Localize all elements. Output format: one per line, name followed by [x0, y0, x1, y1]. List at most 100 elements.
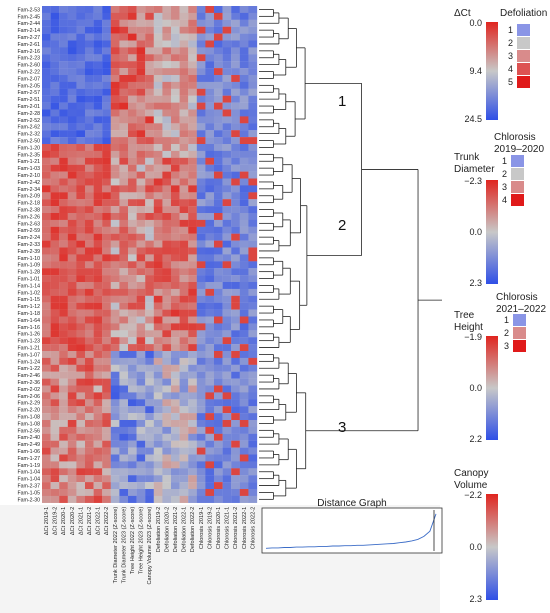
heatmap-cell: [222, 254, 232, 262]
heatmap-cell: [67, 302, 77, 310]
heatmap-cell: [50, 240, 60, 248]
heatmap-cell: [93, 288, 103, 296]
heatmap-cell: [67, 26, 77, 34]
heatmap-cell: [162, 288, 172, 296]
heatmap-cell: [59, 447, 68, 455]
heatmap-cell: [76, 247, 86, 255]
heatmap-cell: [136, 295, 146, 303]
heatmap-cell: [119, 33, 129, 41]
heatmap-cell: [50, 254, 60, 262]
heatmap-cell: [205, 309, 215, 317]
heatmap-cell: [50, 213, 60, 221]
heatmap-cell: [145, 385, 154, 393]
heatmap-cell: [102, 109, 111, 117]
heatmap-cell: [50, 295, 60, 303]
heatmap-cell: [239, 392, 249, 400]
heatmap-cell: [128, 330, 137, 338]
heatmap-cell: [171, 6, 180, 14]
heatmap-cell: [248, 130, 258, 138]
heatmap-cell: [205, 247, 215, 255]
heatmap-cell: [93, 178, 103, 186]
heatmap-cell: [76, 302, 86, 310]
heatmap-cell: [205, 178, 215, 186]
heatmap-cell: [50, 6, 60, 14]
heatmap-cell: [248, 102, 258, 110]
heatmap-cell: [42, 468, 51, 476]
heatmap-cell: [231, 337, 240, 345]
heatmap-cell: [93, 357, 103, 365]
heatmap-cell: [231, 102, 240, 110]
heatmap-cell: [110, 164, 120, 172]
heatmap-cell: [171, 378, 180, 386]
legend-colorbar: [486, 22, 498, 120]
heatmap-cell: [145, 137, 154, 145]
heatmap-cell: [153, 6, 163, 14]
heatmap-cell: [188, 344, 197, 352]
row-label: Fam-1-02: [18, 290, 41, 296]
heatmap-cell: [119, 357, 129, 365]
heatmap-cell: [76, 357, 86, 365]
heatmap-cell: [67, 226, 77, 234]
heatmap-cell: [85, 185, 94, 193]
heatmap-cell: [136, 468, 146, 476]
heatmap-cell: [196, 157, 206, 165]
heatmap-cell: [188, 6, 197, 14]
heatmap-cell: [196, 275, 206, 283]
heatmap-cell: [50, 61, 60, 69]
heatmap-cell: [136, 392, 146, 400]
heatmap-cell: [196, 123, 206, 131]
heatmap-cell: [110, 47, 120, 55]
heatmap-cell: [110, 33, 120, 41]
heatmap-cell: [248, 433, 258, 441]
heatmap-cell: [50, 399, 60, 407]
heatmap-cell: [128, 378, 137, 386]
heatmap-cell: [171, 323, 180, 331]
column-label: ΔCt 2019-1: [44, 507, 50, 535]
heatmap-cell: [162, 40, 172, 48]
heatmap-cell: [76, 75, 86, 83]
heatmap-cell: [67, 102, 77, 110]
heatmap-cell: [119, 130, 129, 138]
heatmap-cell: [231, 261, 240, 269]
heatmap-cell: [85, 330, 94, 338]
heatmap-cell: [248, 371, 258, 379]
heatmap-cell: [179, 364, 189, 372]
heatmap-cell: [128, 185, 137, 193]
heatmap-cell: [128, 75, 137, 83]
heatmap-cell: [119, 371, 129, 379]
heatmap-cell: [188, 137, 197, 145]
row-label: Fam-1-27: [18, 456, 41, 462]
heatmap-cell: [214, 399, 223, 407]
heatmap-cell: [196, 489, 206, 497]
heatmap-cell: [171, 185, 180, 193]
heatmap-cell: [76, 240, 86, 248]
heatmap-cell: [205, 344, 215, 352]
heatmap-cell: [239, 116, 249, 124]
heatmap-cell: [239, 54, 249, 62]
heatmap-cell: [50, 261, 60, 269]
heatmap-cell: [162, 75, 172, 83]
heatmap-cell: [188, 199, 197, 207]
heatmap-cell: [222, 371, 232, 379]
heatmap-cell: [162, 357, 172, 365]
legend-level: 5: [508, 77, 513, 87]
heatmap-cell: [248, 385, 258, 393]
heatmap-cell: [145, 19, 154, 27]
heatmap-cell: [136, 482, 146, 490]
heatmap-cell: [222, 316, 232, 324]
heatmap-cell: [179, 447, 189, 455]
heatmap-cell: [145, 88, 154, 96]
heatmap-cell: [196, 454, 206, 462]
heatmap-cell: [102, 40, 111, 48]
heatmap-cell: [205, 475, 215, 483]
heatmap-cell: [145, 150, 154, 158]
heatmap-cell: [153, 468, 163, 476]
heatmap-cell: [145, 357, 154, 365]
heatmap-cell: [145, 323, 154, 331]
heatmap-cell: [153, 68, 163, 76]
heatmap-cell: [102, 150, 111, 158]
heatmap-cell: [196, 288, 206, 296]
heatmap-cell: [128, 399, 137, 407]
heatmap-cell: [179, 95, 189, 103]
heatmap-cell: [136, 399, 146, 407]
